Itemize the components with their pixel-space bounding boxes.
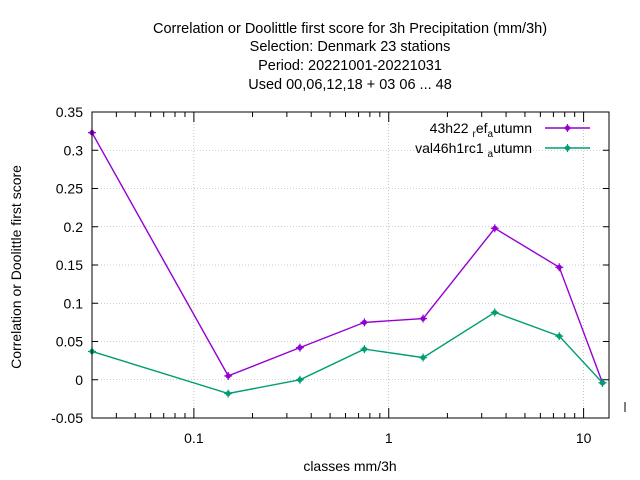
legend-label: val46h1rc1 autumn	[415, 140, 532, 160]
title-line-2: Selection: Denmark 23 stations	[250, 39, 451, 55]
data-point	[598, 378, 607, 387]
title-line-1: Correlation or Doolittle first score for…	[153, 21, 547, 37]
data-point	[555, 263, 564, 272]
legend-label-main: val46h1rc1	[415, 140, 487, 156]
legend-entry-1: 43h22 refautumn	[430, 120, 590, 140]
legend-label-sub2: a	[488, 129, 494, 140]
legend-label-tail: utumn	[493, 120, 532, 136]
data-point	[555, 332, 564, 341]
chart-title: Correlation or Doolittle first score for…	[153, 21, 547, 93]
x-tick-label: 1	[385, 430, 393, 446]
data-point	[295, 375, 304, 384]
legend-label-main: 43h22	[430, 120, 473, 136]
x-tick-label: 0.1	[184, 430, 204, 446]
data-point	[490, 224, 499, 233]
x-tick-label: 10	[576, 430, 592, 446]
series-line	[91, 311, 604, 395]
y-tick-label: 0.15	[56, 257, 83, 273]
x-axis-label: classes mm/3h	[303, 458, 396, 474]
y-tick-label: -0.05	[51, 410, 83, 426]
plot-frame	[91, 111, 610, 419]
legend-label-tail: utumn	[493, 140, 532, 156]
y-tick-label: 0.3	[64, 142, 84, 158]
y-tick-label: 0.1	[64, 295, 84, 311]
legend-label: 43h22 refautumn	[430, 120, 532, 140]
legend-label-sub2: a	[488, 149, 494, 160]
y-axis-label: Correlation or Doolittle first score	[8, 165, 24, 369]
y-tick-label: 0.2	[64, 219, 84, 235]
legend-label-sub1-rest: ef	[476, 120, 488, 136]
data-point	[295, 343, 304, 352]
title-line-3: Period: 20221001-20221031	[258, 58, 442, 74]
y-tick-label: 0.05	[56, 334, 83, 350]
series-2	[88, 308, 607, 398]
y-tick-label: 0.25	[56, 181, 83, 197]
title-line-4: Used 00,06,12,18 + 03 06 ... 48	[248, 77, 452, 93]
legend-entry-2: val46h1rc1 autumn	[415, 140, 590, 160]
ticks: -0.05 0 0.05 0.1 0.15 0.2 0.25 0.3 0.35 0.1 1 10	[51, 104, 626, 446]
data-point	[563, 124, 572, 132]
data-point	[419, 353, 428, 362]
series-group	[88, 128, 607, 398]
series-line	[91, 132, 604, 384]
grid	[92, 112, 609, 418]
data-point	[224, 389, 233, 398]
data-point	[490, 308, 499, 317]
legend-label-sub1: r	[472, 129, 476, 140]
data-point	[360, 345, 369, 354]
data-point	[224, 371, 233, 380]
y-tick-label: 0	[75, 372, 83, 388]
series-1	[88, 128, 607, 387]
data-point	[563, 144, 572, 152]
y-tick-label: 0.35	[56, 104, 83, 120]
data-point	[360, 318, 369, 327]
data-point	[419, 314, 428, 323]
